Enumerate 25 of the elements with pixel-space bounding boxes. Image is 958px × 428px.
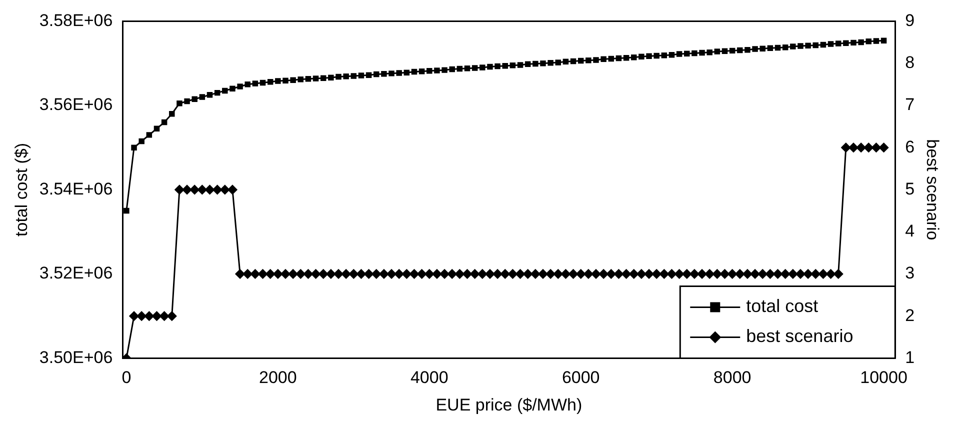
y2-tick-label: 7	[905, 95, 915, 114]
y2-tick-label: 9	[905, 10, 915, 30]
y2-tick-label: 4	[905, 222, 915, 241]
x-tick-label: 2000	[259, 368, 297, 388]
x-tick-label: 8000	[713, 368, 752, 388]
y-tick-label: 3.56E+06	[39, 95, 113, 114]
y-tick-label: 3.54E+06	[39, 179, 113, 198]
y2-tick-label: 3	[905, 264, 915, 283]
y2-tick-label: 5	[905, 179, 915, 198]
y-axis-title: total cost ($)	[12, 142, 31, 236]
x-tick-label: 10000	[860, 368, 908, 388]
legend-label: best scenario	[746, 326, 854, 346]
x-tick-label: 0	[122, 368, 132, 388]
y2-tick-label: 1	[905, 348, 915, 367]
y-tick-label: 3.52E+06	[39, 264, 113, 283]
legend-label: total cost	[746, 296, 818, 316]
y-tick-label: 3.58E+06	[39, 10, 113, 30]
y2-tick-label: 2	[905, 306, 915, 325]
x-tick-label: 6000	[562, 368, 600, 388]
y2-tick-label: 6	[905, 137, 915, 156]
x-axis-title: EUE price ($/MWh)	[436, 395, 582, 414]
y-tick-label: 3.50E+06	[39, 348, 113, 367]
x-tick-label: 4000	[410, 368, 448, 388]
y2-tick-label: 8	[905, 53, 915, 72]
y2-axis-title: best scenario	[923, 139, 942, 240]
